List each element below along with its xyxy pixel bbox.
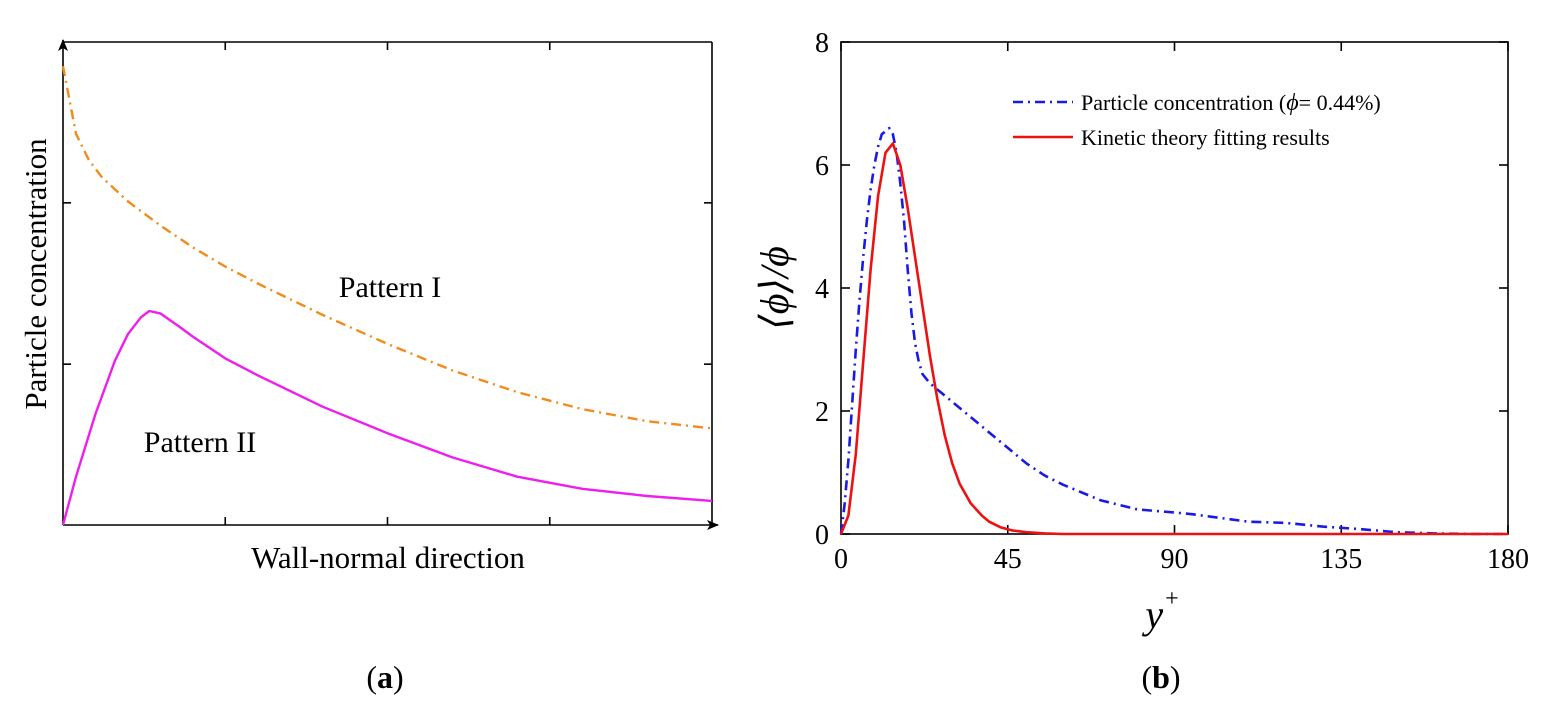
series-particle-concentration-0-44 xyxy=(839,126,1508,536)
legend-entry-kinetic-theory: Kinetic theory fitting results xyxy=(1081,125,1330,150)
panel-a-caption-open: ( xyxy=(366,659,377,695)
pattern-ii-label: Pattern II xyxy=(144,426,256,459)
panel-b-plot-frame xyxy=(840,41,1509,535)
panel-a: Pattern I Pattern II Wall-normal directi… xyxy=(18,39,719,695)
panel-b-legend: Particle concentration (ϕ= 0.44%) Kineti… xyxy=(1013,90,1381,150)
panel-b: 0 45 90 135 180 0 2 4 6 8 Particle concentration … xyxy=(752,28,1529,695)
panel-a-caption: (a) xyxy=(366,659,403,695)
series-pattern-i xyxy=(61,65,713,430)
panel-b-ticks: 0 45 90 135 180 0 2 4 6 8 xyxy=(815,28,1529,575)
panel-a-ticks xyxy=(63,42,712,525)
panel-a-caption-close: ) xyxy=(393,659,404,695)
series-kinetic-theory-fitting-results xyxy=(839,142,1508,536)
panel-b-caption-letter: b xyxy=(1152,659,1170,695)
panel-a-y-label: Particle concentration xyxy=(18,138,53,410)
panel-b-y-tick-label-0: 0 xyxy=(815,520,829,551)
series-pattern-ii xyxy=(61,309,713,526)
panel-b-x-label: y+ xyxy=(1141,586,1178,637)
panel-b-x-tick-label-4: 180 xyxy=(1487,544,1529,575)
legend-entry-particle-concentration-text: Particle concentration ( xyxy=(1081,90,1286,115)
panel-b-series xyxy=(839,126,1508,536)
panel-b-y-tick-label-3: 6 xyxy=(815,151,829,182)
legend-entry-particle-concentration: Particle concentration (ϕ= 0.44%) xyxy=(1081,90,1381,116)
panel-b-caption-close: ) xyxy=(1170,659,1181,695)
panel-b-x-tick-label-3: 135 xyxy=(1320,544,1362,575)
panel-a-x-label: Wall-normal direction xyxy=(251,540,525,575)
panel-b-y-label: ⟨ϕ⟩/ϕ xyxy=(752,246,797,330)
panel-b-caption-open: ( xyxy=(1141,659,1152,695)
panel-b-x-label-y: y xyxy=(1141,592,1163,637)
legend-entry-particle-concentration-suffix: = 0.44%) xyxy=(1299,90,1381,115)
panel-a-series xyxy=(61,65,713,526)
pattern-i-label: Pattern I xyxy=(339,271,441,304)
panel-b-y-tick-label-1: 2 xyxy=(815,397,829,428)
panel-b-x-label-superscript: + xyxy=(1165,586,1179,612)
panel-b-caption: (b) xyxy=(1141,659,1180,695)
panel-b-x-tick-label-2: 90 xyxy=(1161,544,1189,575)
legend-phi-symbol: ϕ xyxy=(1286,90,1298,116)
panel-b-x-tick-label-0: 0 xyxy=(834,544,848,575)
panel-b-y-tick-label-4: 8 xyxy=(815,28,829,59)
panel-b-x-tick-label-1: 45 xyxy=(994,544,1022,575)
panel-a-caption-letter: a xyxy=(377,659,393,695)
panel-b-y-tick-label-2: 4 xyxy=(815,274,829,305)
